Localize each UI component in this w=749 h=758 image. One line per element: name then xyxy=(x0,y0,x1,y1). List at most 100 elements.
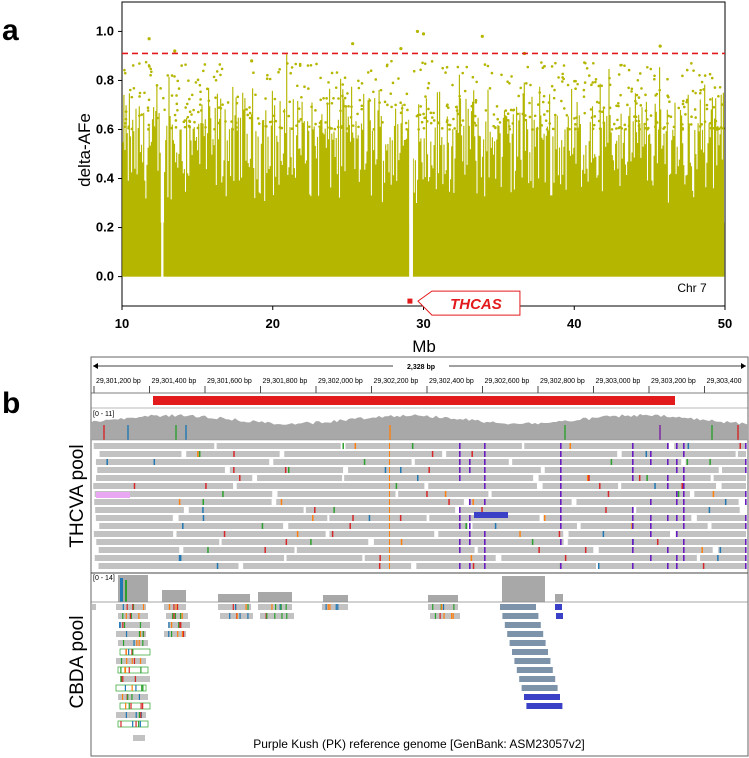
data-point xyxy=(690,115,693,119)
data-point xyxy=(444,71,447,74)
read xyxy=(538,475,711,481)
data-point xyxy=(488,87,492,90)
data-point xyxy=(643,122,647,126)
data-point xyxy=(568,127,571,131)
read xyxy=(348,467,541,473)
data-point xyxy=(188,110,192,114)
data-point xyxy=(681,102,685,106)
read-variant xyxy=(676,531,678,537)
read xyxy=(722,467,746,473)
read-mismatch xyxy=(121,694,124,700)
read-mismatch xyxy=(133,640,135,646)
read xyxy=(721,483,746,489)
read-variant xyxy=(459,443,461,449)
data-point xyxy=(591,81,595,84)
read-mismatch xyxy=(223,531,226,537)
data-point xyxy=(421,61,424,65)
read-variant xyxy=(632,475,634,481)
data-point xyxy=(273,97,277,101)
read xyxy=(501,555,697,561)
data-point xyxy=(459,123,463,127)
data-point xyxy=(447,123,451,127)
read xyxy=(344,475,534,481)
thcva-coverage-range: [0 - 11] xyxy=(93,411,114,418)
read xyxy=(221,539,369,545)
read xyxy=(696,515,746,521)
read-mismatch xyxy=(599,483,601,489)
ruler-label: 29,302,000 bp xyxy=(318,378,363,385)
data-point xyxy=(144,60,148,64)
data-point xyxy=(432,111,435,115)
data-point xyxy=(583,111,587,115)
read-mismatch xyxy=(329,604,331,610)
read xyxy=(414,459,509,465)
data-point xyxy=(207,99,211,103)
read-variant xyxy=(459,475,461,481)
y-tick-label: 0.6 xyxy=(96,121,114,136)
read xyxy=(229,467,344,473)
peak-point xyxy=(658,44,662,48)
read-variant xyxy=(683,451,685,457)
data-point xyxy=(325,97,328,100)
read-mismatch xyxy=(122,622,124,628)
data-point xyxy=(422,112,425,116)
read-mismatch xyxy=(119,622,121,628)
thcva-pool-label: THCVA pool xyxy=(67,444,88,547)
data-point xyxy=(399,101,402,105)
read-mismatch xyxy=(178,622,180,628)
data-point xyxy=(405,127,408,131)
data-point xyxy=(653,125,657,129)
data-point xyxy=(333,127,337,131)
read-mismatch xyxy=(349,523,351,529)
read-mismatch xyxy=(178,499,181,505)
data-point xyxy=(474,124,478,127)
data-point xyxy=(617,104,620,108)
peak-point xyxy=(147,37,151,41)
read-variant xyxy=(683,547,685,553)
read xyxy=(115,684,147,692)
data-point xyxy=(550,84,554,88)
cbda-pool-label: CBDA pool xyxy=(67,616,88,709)
data-point xyxy=(634,119,638,123)
read-mismatch xyxy=(126,604,128,610)
read-mismatch xyxy=(286,613,288,619)
read-mismatch xyxy=(597,563,600,569)
read-variant xyxy=(632,547,634,553)
data-point xyxy=(187,124,191,128)
read-mismatch xyxy=(131,694,133,700)
inverted-read xyxy=(474,512,508,518)
read-mismatch xyxy=(389,515,390,521)
data-point xyxy=(617,73,621,76)
read-variant xyxy=(745,467,747,473)
read xyxy=(598,563,746,569)
data-point xyxy=(595,100,599,104)
data-point xyxy=(132,87,136,90)
data-point xyxy=(214,96,217,99)
data-point xyxy=(381,121,384,124)
data-point xyxy=(390,59,393,63)
ruler-label: 29,301,800 bp xyxy=(263,378,308,385)
data-point xyxy=(655,92,659,96)
read xyxy=(176,531,326,537)
data-point xyxy=(598,101,601,105)
read-mismatch xyxy=(122,613,124,619)
read-mismatch xyxy=(128,667,130,673)
data-point xyxy=(252,71,255,74)
read-mismatch xyxy=(631,523,633,529)
data-point xyxy=(598,127,602,130)
read-mismatch xyxy=(175,604,177,610)
read-variant xyxy=(459,467,461,473)
read-mismatch xyxy=(654,483,656,489)
read-mismatch xyxy=(125,613,127,619)
data-point xyxy=(587,74,591,77)
read-mismatch xyxy=(441,604,443,610)
read-variant xyxy=(676,555,678,561)
data-point xyxy=(368,99,372,102)
ruler-label: 29,302,400 bp xyxy=(429,378,474,385)
data-point xyxy=(124,110,128,113)
read xyxy=(166,613,188,619)
data-point xyxy=(608,83,612,87)
data-point xyxy=(597,84,601,88)
read-mismatch xyxy=(442,604,445,610)
